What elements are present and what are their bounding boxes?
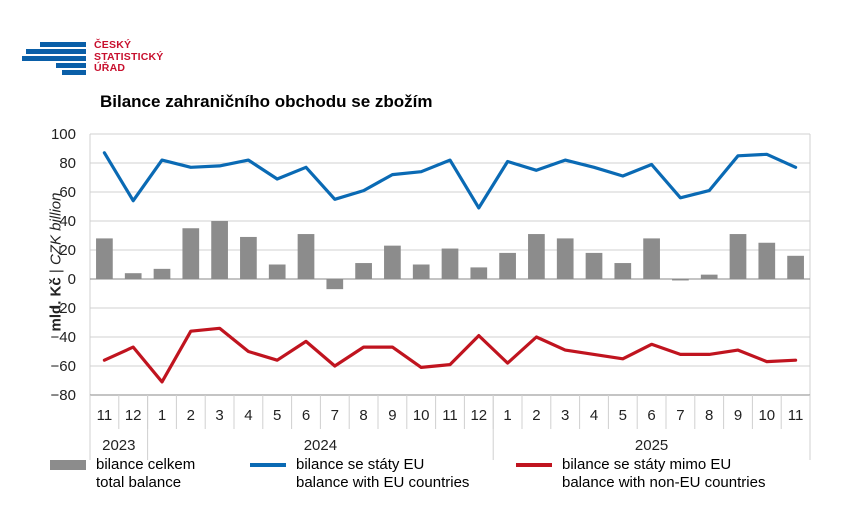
y-axis-label-en: CZK billion [47, 192, 65, 266]
bar-total [240, 236, 257, 279]
y-axis-label-cz: mld. Kč [47, 277, 65, 332]
bar-total [585, 252, 603, 279]
legend-label-total-en: total balance [96, 474, 182, 491]
x-tick-label-month: 2 [187, 407, 195, 424]
bar-total [528, 234, 545, 279]
x-tick-label-month: 10 [758, 407, 775, 424]
csu-logo: ČESKÝ STATISTICKÝ ÚŘAD [22, 39, 172, 76]
y-tick-label: −40 [51, 329, 76, 346]
bar-total [211, 221, 228, 279]
y-axis-label: mld. Kč | CZK billion [48, 193, 65, 332]
y-tick-label: 0 [68, 271, 76, 288]
x-tick-label-month: 5 [273, 407, 281, 424]
bar-total [326, 279, 344, 290]
line-eu [102, 151, 798, 210]
logo-line-2: STATISTICKÝ [94, 50, 164, 63]
x-tick-label-month: 11 [97, 407, 113, 424]
bar-total [729, 234, 747, 279]
x-tick-label-month: 9 [388, 407, 396, 424]
chart-title: Bilance zahraničního obchodu se zbožím [100, 92, 433, 111]
x-tick-label-month: 11 [788, 407, 804, 424]
x-tick-label-month: 11 [442, 407, 458, 424]
x-tick-label-month: 7 [331, 407, 339, 424]
bar-total [297, 234, 315, 279]
bar-total [470, 267, 488, 279]
bar-total [268, 264, 286, 279]
x-tick-label-month: 12 [125, 407, 142, 424]
bar-total [153, 268, 171, 279]
bar-total [96, 238, 113, 279]
bar-total [412, 264, 430, 279]
bar-total [672, 279, 689, 281]
bar-total [787, 255, 804, 279]
x-tick-label-month: 2 [532, 407, 540, 424]
bar-total [499, 252, 516, 279]
x-tick-label-month: 3 [215, 407, 223, 424]
logo-line-3: ÚŘAD [94, 62, 126, 74]
legend-swatch-eu [250, 463, 286, 467]
x-tick-label-month: 8 [705, 407, 713, 424]
y-tick-label: 60 [59, 184, 76, 201]
x-tick-label-month: 7 [676, 407, 684, 424]
bar-total [124, 273, 142, 279]
y-tick-label: 40 [59, 213, 76, 230]
x-tick-label-month: 10 [413, 407, 430, 424]
y-axis-label-separator: | [47, 265, 65, 278]
y-tick-label: −60 [51, 358, 76, 375]
x-year-label: 2023 [102, 437, 135, 454]
bar-total [643, 238, 660, 279]
y-tick-label: 20 [59, 242, 76, 259]
legend-item-eu: bilance se státy EU balance with EU coun… [250, 456, 469, 492]
x-tick-label-month: 12 [470, 407, 487, 424]
bar-total [441, 248, 459, 279]
legend-label-total-cz: bilance celkem [96, 456, 196, 473]
bar-total [384, 245, 401, 279]
x-tick-label-month: 6 [647, 407, 655, 424]
legend-label-noneu-en: balance with non-EU countries [562, 474, 766, 491]
legend-item-noneu: bilance se státy mimo EU balance with no… [516, 456, 765, 492]
legend-label-eu-cz: bilance se státy EU [296, 456, 425, 473]
bar-total [556, 238, 574, 279]
y-tick-label: 100 [51, 126, 76, 143]
legend: bilance celkem total balance bilance se … [50, 456, 840, 496]
x-tick-label-month: 8 [359, 407, 367, 424]
x-year-label: 2024 [304, 437, 337, 454]
x-tick-label-month: 5 [619, 407, 627, 424]
legend-item-total: bilance celkem total balance [50, 456, 195, 492]
x-tick-label-month: 9 [734, 407, 742, 424]
y-tick-label: 80 [59, 155, 76, 172]
line-noneu [102, 326, 798, 384]
y-tick-label: −80 [51, 387, 76, 404]
x-tick-label-month: 6 [302, 407, 310, 424]
x-tick-label-month: 4 [244, 407, 252, 424]
x-year-label: 2025 [635, 437, 668, 454]
y-tick-label: −20 [51, 300, 76, 317]
x-tick-label-month: 1 [158, 407, 166, 424]
bar-total [182, 228, 200, 279]
bar-total [355, 263, 372, 279]
bar-total [700, 274, 718, 279]
legend-swatch-total [50, 460, 86, 470]
legend-label-eu-en: balance with EU countries [296, 474, 470, 491]
logo-line-1: ČESKÝ [94, 39, 132, 51]
x-tick-label-month: 1 [503, 407, 511, 424]
x-tick-label-month: 4 [590, 407, 598, 424]
legend-label-noneu-cz: bilance se státy mimo EU [562, 456, 732, 473]
legend-swatch-noneu [516, 463, 552, 467]
x-tick-label-month: 3 [561, 407, 569, 424]
bar-total [758, 242, 776, 279]
bar-total [614, 263, 632, 279]
